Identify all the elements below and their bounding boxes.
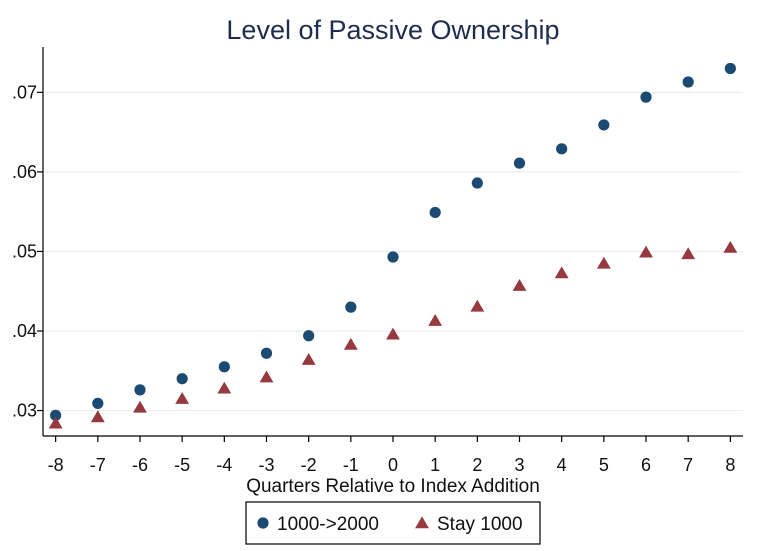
- data-point-triangle: [343, 337, 358, 350]
- x-axis-label: Quarters Relative to Index Addition: [246, 476, 540, 497]
- legend: 1000->2000 Stay 1000: [245, 501, 541, 545]
- data-point-circle: [134, 384, 146, 396]
- data-point-circle: [50, 409, 62, 421]
- x-tick-label: -2: [301, 455, 317, 475]
- data-point-triangle: [512, 279, 527, 291]
- data-point-triangle: [301, 353, 316, 365]
- data-point-triangle: [90, 410, 105, 423]
- series-2: [48, 240, 738, 429]
- data-point-triangle: [175, 392, 190, 404]
- x-tick-label: -3: [258, 455, 274, 475]
- legend-label-1: 1000->2000: [277, 514, 379, 535]
- data-point-circle: [682, 76, 694, 88]
- data-point-circle: [345, 301, 357, 313]
- data-point-triangle: [217, 381, 232, 394]
- legend-box: [245, 501, 541, 545]
- x-tick-label: -7: [90, 455, 106, 475]
- data-point-circle: [387, 251, 399, 263]
- data-point-triangle: [470, 299, 485, 312]
- axes: .03 .04 .05 .06 .07 -8 -7 -6 -5 -4 -3 -2 -1 0 1 2 3 4 5 6 7 8: [12, 47, 743, 475]
- data-point-triangle: [723, 240, 738, 253]
- legend-label-2: Stay 1000: [437, 514, 523, 535]
- x-tick-label: -1: [343, 455, 359, 475]
- y-tick-label: .04: [12, 321, 37, 341]
- data-point-circle: [176, 373, 188, 385]
- x-tick-label: 6: [641, 455, 651, 475]
- legend-marker-1: [257, 517, 269, 529]
- data-point-triangle: [259, 370, 274, 383]
- data-point-triangle: [596, 256, 611, 269]
- data-point-triangle: [48, 416, 63, 429]
- chart-title: Level of Passive Ownership: [226, 15, 559, 45]
- data-point-circle: [218, 361, 230, 373]
- legend-marker-2: [415, 516, 429, 529]
- x-tick-label: 8: [725, 455, 735, 475]
- data-point-circle: [429, 206, 441, 219]
- data-point-circle: [513, 157, 526, 169]
- x-tick-label: -8: [48, 455, 64, 475]
- x-tick-label: 3: [514, 455, 524, 475]
- x-tick-label: 4: [557, 455, 567, 475]
- data-point-circle: [471, 177, 483, 189]
- data-point-circle: [598, 119, 610, 131]
- data-point-triangle: [554, 266, 569, 279]
- data-point-triangle: [681, 247, 696, 260]
- data-point-circle: [92, 397, 104, 409]
- data-point-circle: [724, 62, 736, 75]
- data-series: [48, 62, 738, 429]
- x-tick-label: 1: [430, 455, 440, 475]
- x-tick-label: -4: [216, 455, 232, 475]
- y-tick-label: .03: [12, 401, 37, 421]
- x-tick-label: 2: [472, 455, 482, 475]
- data-point-circle: [640, 91, 652, 103]
- data-point-triangle: [639, 245, 653, 258]
- data-point-circle: [260, 347, 273, 359]
- y-tick-label: .07: [12, 82, 37, 102]
- x-tick-label: -6: [132, 455, 148, 475]
- data-point-circle: [556, 143, 568, 155]
- series-1: [50, 62, 736, 421]
- data-point-triangle: [386, 327, 400, 340]
- x-tick-label: -5: [174, 455, 190, 475]
- y-tick-label: .05: [12, 241, 37, 261]
- y-tick-label: .06: [12, 162, 37, 182]
- data-point-circle: [303, 330, 315, 342]
- x-tick-label: 7: [683, 455, 693, 475]
- data-point-triangle: [133, 400, 147, 413]
- data-point-triangle: [428, 314, 443, 326]
- x-tick-label: 5: [599, 455, 609, 475]
- x-tick-label: 0: [388, 455, 398, 475]
